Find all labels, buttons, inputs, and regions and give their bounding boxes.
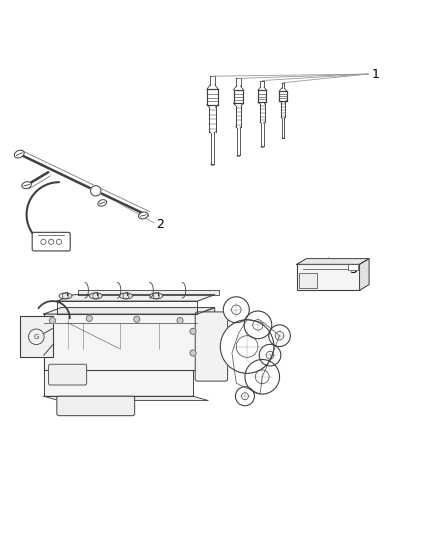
Circle shape (134, 316, 140, 322)
Polygon shape (297, 259, 369, 264)
Bar (297, 264, 360, 290)
Polygon shape (44, 308, 215, 314)
Circle shape (177, 318, 183, 324)
Circle shape (259, 344, 281, 366)
Ellipse shape (98, 200, 106, 206)
Polygon shape (78, 290, 219, 295)
Circle shape (244, 311, 272, 338)
Circle shape (220, 320, 274, 373)
Polygon shape (44, 396, 208, 401)
Polygon shape (44, 370, 193, 396)
FancyBboxPatch shape (49, 364, 87, 385)
Ellipse shape (22, 182, 32, 189)
Text: 2: 2 (156, 217, 164, 231)
Bar (300, 273, 317, 288)
Circle shape (223, 297, 249, 322)
FancyBboxPatch shape (20, 316, 53, 357)
Bar (348, 264, 358, 270)
Circle shape (236, 387, 254, 406)
Circle shape (269, 325, 290, 346)
Ellipse shape (120, 293, 133, 299)
Circle shape (190, 328, 196, 334)
Polygon shape (57, 301, 198, 314)
Circle shape (86, 316, 92, 321)
Circle shape (91, 185, 101, 196)
Ellipse shape (138, 212, 148, 219)
Polygon shape (44, 314, 198, 370)
Text: G: G (34, 334, 39, 340)
Ellipse shape (89, 293, 102, 299)
Ellipse shape (14, 150, 24, 158)
Text: 1: 1 (372, 68, 380, 80)
Ellipse shape (59, 293, 72, 299)
Polygon shape (198, 308, 215, 370)
Circle shape (245, 359, 279, 394)
Ellipse shape (150, 293, 163, 299)
FancyBboxPatch shape (57, 396, 134, 416)
Text: 3: 3 (349, 263, 357, 276)
FancyBboxPatch shape (32, 232, 70, 251)
FancyBboxPatch shape (195, 312, 228, 381)
Circle shape (190, 350, 196, 356)
Circle shape (49, 318, 56, 324)
Polygon shape (360, 259, 369, 290)
Polygon shape (57, 295, 215, 301)
